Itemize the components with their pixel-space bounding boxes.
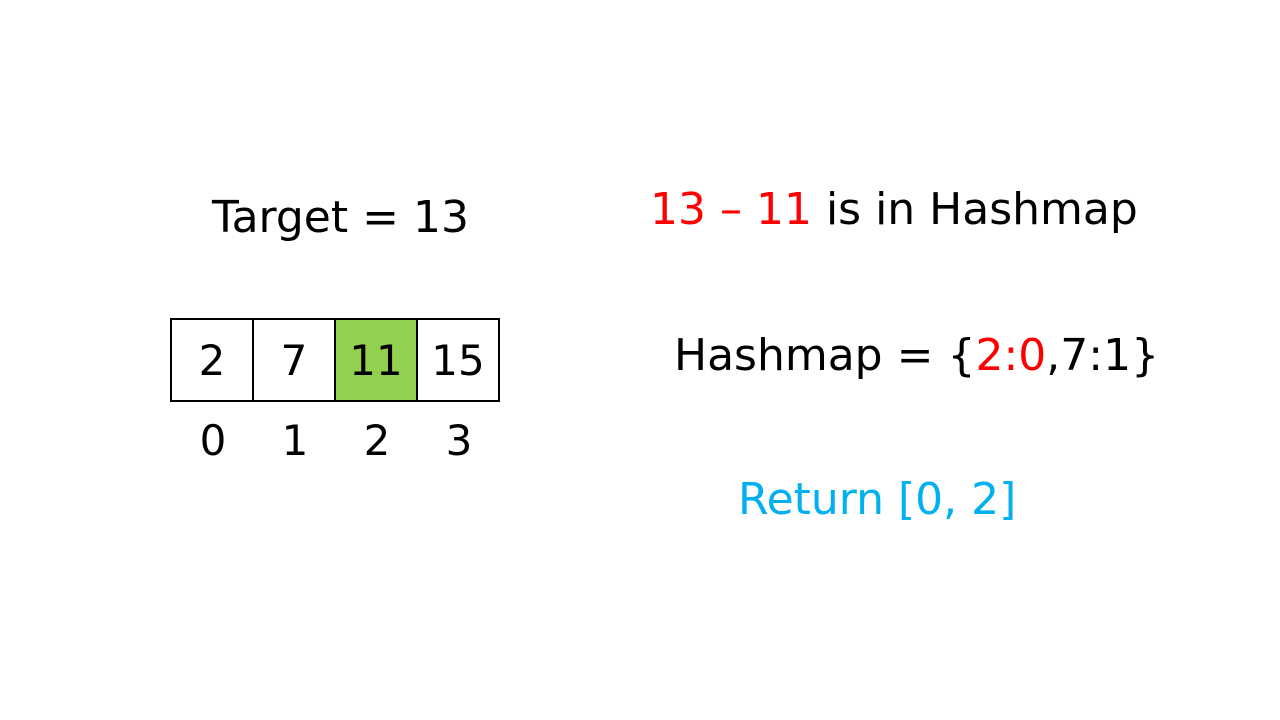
hashmap-highlighted-entry: 2:0: [975, 330, 1047, 381]
difference-statement: 13 – 11 is in Hashmap: [650, 188, 1138, 232]
array-cell: 2: [172, 320, 254, 400]
array: 2 7 11 15: [170, 318, 500, 402]
array-indices: 0 1 2 3: [172, 420, 500, 462]
hashmap-statement: Hashmap = {2:0,7:1}: [674, 334, 1159, 378]
return-statement: Return [0, 2]: [738, 474, 1017, 525]
array-index: 0: [199, 416, 227, 465]
array-index: 2: [363, 416, 391, 465]
array-cell: 7: [254, 320, 336, 400]
array-cell-highlighted: 11: [336, 320, 418, 400]
array-index: 1: [281, 416, 309, 465]
difference-expression: 13 – 11: [650, 184, 812, 235]
array-cell: 15: [418, 320, 498, 400]
difference-suffix: is in Hashmap: [811, 184, 1138, 235]
array-index: 3: [445, 416, 473, 465]
hashmap-rest: ,7:1}: [1046, 330, 1160, 381]
target-label: Target = 13: [212, 192, 469, 243]
hashmap-prefix: Hashmap = {: [674, 330, 976, 381]
